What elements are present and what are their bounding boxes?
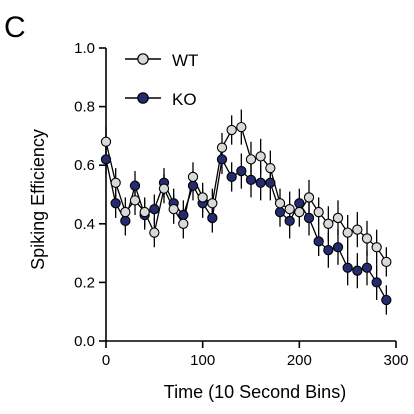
data-point-wt (294, 206, 305, 218)
legend-label-wt: WT (172, 51, 198, 70)
series-line-wt (105, 126, 387, 263)
y-tick-label: 1.0 (74, 40, 95, 57)
data-point-ko (245, 174, 257, 185)
y-tick-label: 0.8 (74, 99, 95, 116)
x-tick-label: 300 (383, 352, 408, 369)
data-point-ko (187, 180, 199, 191)
x-tick-label: 100 (190, 352, 215, 369)
data-point-wt (323, 218, 334, 229)
data-point-ko (294, 198, 305, 209)
y-tick-label: 0.0 (74, 333, 95, 350)
data-point-ko (110, 198, 121, 209)
legend-label-ko: KO (172, 90, 197, 109)
data-point-ko (361, 262, 373, 273)
data-point-ko (323, 245, 334, 256)
data-point-wt (255, 151, 266, 162)
data-point-ko (303, 212, 315, 224)
data-point-wt (313, 206, 324, 218)
data-point-wt (381, 256, 392, 268)
data-point-ko (149, 203, 160, 215)
data-point-ko (120, 215, 131, 227)
legend-item-ko: KO (125, 90, 197, 109)
data-point-wt (361, 233, 373, 244)
panel-label: C (4, 11, 26, 44)
data-point-ko (352, 265, 363, 276)
data-point-ko (332, 242, 344, 253)
data-point-wt (207, 198, 218, 209)
y-tick-label: 0.6 (74, 157, 95, 174)
axes: 0.0 0.2 0.4 0.6 0.8 1.0 0 100 200 300 (74, 40, 408, 369)
data-point-wt (120, 206, 131, 218)
x-tick-label: 0 (102, 352, 110, 369)
data-point-wt (332, 212, 344, 224)
data-point-wt (216, 142, 228, 153)
data-point-ko (265, 177, 276, 188)
y-tick-label: 0.2 (74, 274, 95, 291)
data-point-ko (100, 154, 112, 165)
data-point-wt (100, 136, 112, 147)
data-point-wt (371, 242, 382, 253)
y-axis-title: Spiking Efficiency (28, 129, 48, 270)
data-point-wt (197, 192, 208, 203)
x-axis-title: Time (10 Second Bins) (164, 382, 346, 402)
data-point-wt (342, 227, 353, 238)
x-tick-label: 200 (287, 352, 312, 369)
data-point-ko (178, 209, 189, 221)
data-point-wt (168, 203, 179, 215)
y-tick-label: 0.4 (74, 216, 95, 233)
data-point-wt (303, 192, 315, 203)
data-point-wt (158, 183, 170, 194)
data-point-wt (139, 206, 150, 218)
data-point-ko (236, 165, 247, 177)
legend-marker-ko (137, 92, 149, 104)
data-point-ko (226, 171, 237, 183)
data-point-wt (284, 203, 295, 215)
data-point-wt (265, 162, 276, 174)
data-point-wt (226, 124, 237, 136)
data-point-wt (245, 154, 257, 165)
data-point-ko (284, 215, 295, 227)
data-point-ko (381, 294, 392, 306)
data-point-wt (149, 227, 160, 238)
data-point-ko (207, 212, 218, 224)
data-point-wt (129, 195, 141, 206)
legend-item-wt: WT (125, 51, 198, 70)
data-point-wt (236, 121, 247, 133)
data-point-ko (274, 206, 286, 218)
data-point-wt (274, 198, 286, 209)
data-point-wt (110, 177, 121, 188)
data-point-ko (342, 262, 353, 273)
data-point-ko (371, 277, 382, 288)
legend-marker-wt (137, 53, 149, 65)
data-point-ko (216, 154, 228, 165)
series-layer (100, 109, 392, 315)
data-point-wt (187, 171, 199, 183)
data-point-ko (255, 177, 266, 188)
legend: WT KO (125, 51, 198, 109)
data-point-wt (352, 224, 363, 235)
data-point-ko (129, 180, 141, 191)
data-point-ko (313, 236, 324, 247)
data-point-wt (178, 218, 189, 229)
